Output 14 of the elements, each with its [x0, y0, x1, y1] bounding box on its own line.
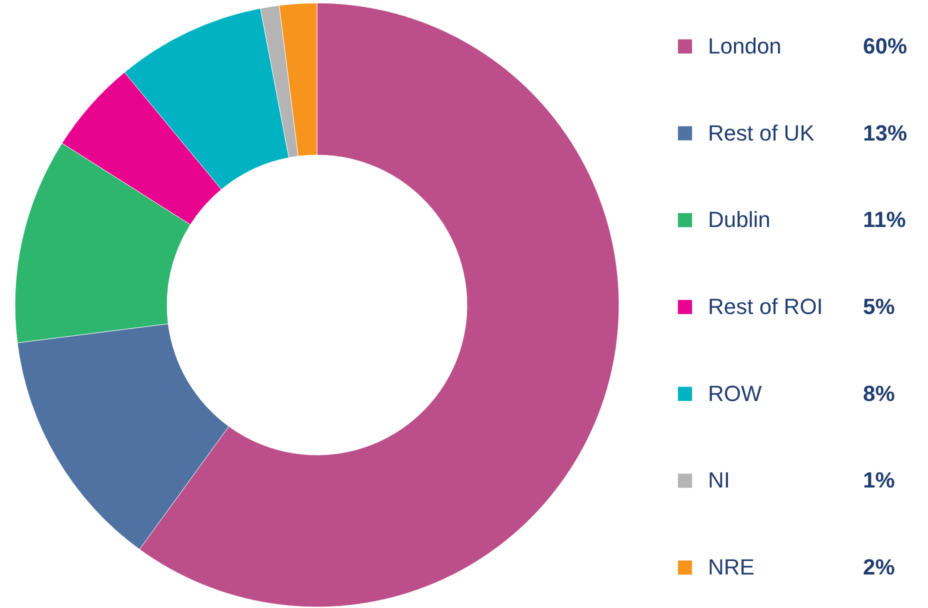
legend-label: NI [708, 468, 730, 493]
legend-label: Rest of UK [708, 120, 815, 146]
legend-label: London [708, 33, 782, 58]
legend-label: Dublin [708, 207, 770, 232]
data-label: 8% [863, 380, 895, 406]
legend-label: Rest of ROI [708, 294, 823, 319]
data-label: 13% [863, 120, 908, 146]
data-label: 5% [863, 294, 895, 319]
data-label: 60% [863, 33, 908, 58]
data-label: 11% [863, 207, 906, 232]
legend-label: NRE [708, 554, 754, 580]
data-label: 2% [863, 554, 895, 580]
legend-label: ROW [708, 380, 762, 406]
data-label: 1% [863, 468, 895, 493]
